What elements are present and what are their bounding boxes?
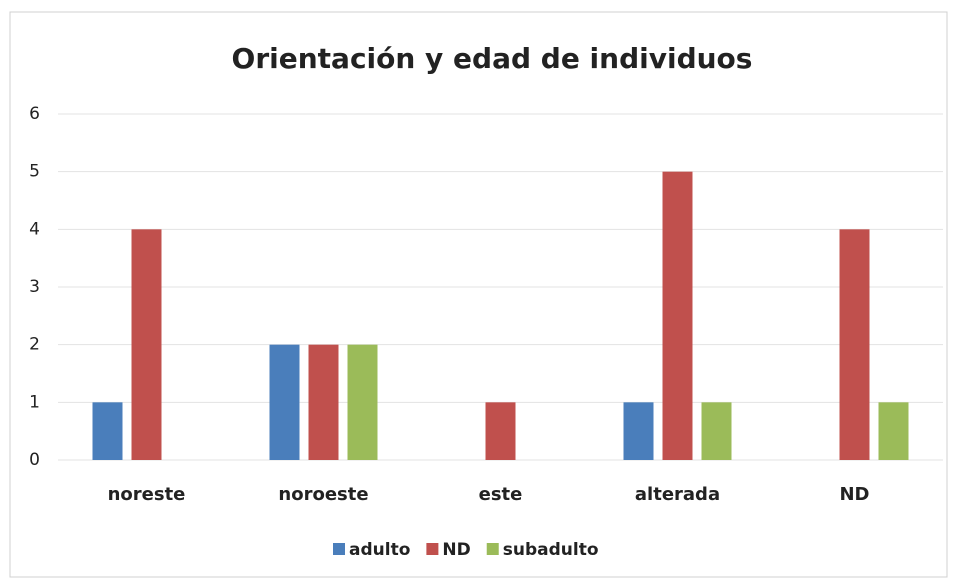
x-tick-label: noreste [108, 484, 186, 505]
bar [839, 229, 870, 460]
y-tick-label: 4 [29, 219, 40, 239]
bar [485, 402, 516, 460]
bar [878, 402, 909, 460]
bar [623, 402, 654, 460]
bar [662, 171, 693, 460]
bar [347, 344, 378, 460]
legend-label: ND [442, 540, 470, 560]
y-tick-label: 1 [29, 392, 40, 412]
legend-label: subadulto [503, 540, 599, 560]
x-tick-label: noroeste [278, 484, 368, 505]
y-tick-label: 3 [29, 277, 40, 297]
legend-swatch [333, 543, 345, 555]
bar [92, 402, 123, 460]
bar [308, 344, 339, 460]
bar [701, 402, 732, 460]
x-tick-label: ND [839, 484, 869, 505]
bar [269, 344, 300, 460]
bar [131, 229, 162, 460]
chart-frame [9, 11, 948, 578]
y-tick-label: 5 [29, 162, 40, 182]
legend-swatch [486, 543, 499, 555]
x-tick-label: alterada [635, 484, 720, 505]
y-tick-label: 6 [29, 104, 40, 124]
chart-title: Orientación y edad de individuos [232, 42, 753, 75]
legend-swatch [426, 543, 439, 555]
x-tick-label: este [479, 484, 523, 505]
legend-label: adulto [349, 540, 410, 560]
y-tick-label: 0 [29, 450, 40, 470]
y-tick-label: 2 [29, 335, 40, 355]
